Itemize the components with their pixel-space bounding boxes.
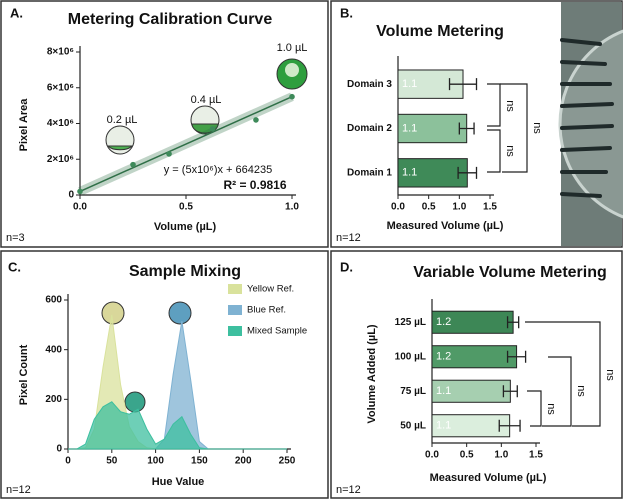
error-bar [457, 166, 478, 179]
y-tick-label: 125 µL [395, 317, 426, 328]
x-tick-label: 1.5 [483, 202, 497, 213]
data-point [209, 126, 216, 132]
data-point [253, 117, 259, 123]
x-axis-label: Volume (µL) [154, 221, 217, 233]
legend-label: Blue Ref. [247, 305, 286, 316]
x-tick-label: 0.5 [179, 202, 193, 213]
x-tick-label: 1.0 [285, 202, 299, 213]
device-photo [558, 2, 623, 246]
x-tick-label: 1.0 [494, 450, 508, 461]
chart-title: Sample Mixing [129, 263, 241, 280]
x-tick-label: 1.5 [529, 450, 543, 461]
annotation: ns [531, 122, 543, 134]
annotation: ns [575, 385, 587, 397]
error-bar [502, 385, 518, 398]
value-label: 1.2 [436, 316, 451, 328]
legend-swatch [228, 305, 242, 315]
legend-label: Mixed Sample [247, 326, 307, 337]
y-tick-label: 0 [68, 190, 74, 201]
y-tick-label: 600 [45, 295, 62, 306]
significance-brackets [487, 83, 601, 427]
x-axis-label: Measured Volume (µL) [387, 220, 504, 232]
panel-label: A. [10, 5, 23, 20]
chart-title: Volume Metering [376, 23, 504, 40]
value-label: 1.1 [402, 78, 417, 90]
fit-line [79, 96, 293, 193]
legend-swatch [228, 284, 242, 294]
y-tick-label: 400 [45, 344, 62, 355]
x-tick-label: 0.0 [425, 450, 439, 461]
x-tick-label: 0.5 [460, 450, 474, 461]
annotation: y = (5x10⁶)x + 664235 [164, 164, 273, 176]
value-label: 1.2 [436, 351, 451, 363]
y-axis-label: Pixel Area [18, 98, 30, 152]
y-tick-label: 6×10⁶ [47, 82, 74, 93]
annotation: ns [604, 369, 616, 381]
data-point [289, 93, 295, 100]
sample-size: n=12 [336, 232, 361, 244]
legend-label: Yellow Ref. [247, 284, 294, 295]
value-label: 1.1 [436, 385, 451, 397]
bar [397, 158, 468, 188]
y-tick-label: 50 µL [400, 420, 426, 431]
y-tick-label: 2×10⁶ [47, 154, 74, 165]
dish-images [101, 58, 308, 413]
y-tick-label: 100 µL [395, 351, 426, 362]
error-bar [458, 122, 475, 135]
annotation: ns [545, 403, 557, 415]
sample-size: n=3 [6, 232, 25, 244]
annotation: 1.0 µL [277, 42, 308, 54]
annotation: 0.2 µL [107, 114, 138, 126]
y-tick-label: Domain 1 [347, 167, 392, 178]
value-label: 1.1 [436, 420, 451, 432]
x-tick-label: 50 [106, 456, 118, 467]
error-bar [506, 316, 520, 329]
annotation: ns [504, 100, 516, 112]
error-bar [498, 419, 521, 432]
error-bar [506, 350, 527, 363]
annotation: ns [504, 145, 516, 157]
x-tick-label: 1.0 [452, 202, 466, 213]
error-bar [448, 78, 478, 91]
x-tick-label: 0.5 [422, 202, 436, 213]
annotation: R² = 0.9816 [223, 178, 286, 192]
data-point [166, 151, 172, 157]
y-tick-label: 8×10⁶ [47, 47, 74, 58]
y-tick-label: Domain 2 [347, 123, 392, 134]
x-tick-label: 150 [191, 456, 208, 467]
x-tick-label: 200 [235, 456, 252, 467]
value-label: 1.1 [402, 167, 417, 179]
x-tick-label: 100 [147, 456, 164, 467]
sample-size: n=12 [6, 484, 31, 496]
x-axis-label: Hue Value [152, 476, 205, 488]
data-point [130, 161, 136, 168]
panel-label: C. [8, 259, 21, 274]
y-tick-label: 4×10⁶ [47, 118, 74, 129]
value-label: 1.1 [402, 122, 417, 134]
panel-label: B. [340, 5, 353, 20]
legend-swatch [228, 326, 242, 336]
data-point [77, 188, 83, 195]
area [68, 401, 287, 450]
x-axis-label: Measured Volume (µL) [430, 472, 547, 484]
panel-label: D. [340, 259, 353, 274]
y-tick-label: 0 [56, 444, 62, 455]
y-axis-label: Volume Added (µL) [366, 324, 378, 424]
chart-title: Variable Volume Metering [413, 264, 607, 281]
y-axis-label: Pixel Count [18, 344, 30, 405]
x-tick-label: 0 [65, 456, 71, 467]
chart-title: Metering Calibration Curve [68, 11, 273, 28]
x-tick-label: 0.0 [73, 202, 87, 213]
y-tick-label: 200 [45, 394, 62, 405]
annotation: 0.4 µL [191, 94, 222, 106]
y-tick-label: Domain 3 [347, 79, 392, 90]
x-tick-label: 0.0 [391, 202, 405, 213]
x-tick-label: 250 [279, 456, 296, 467]
sample-size: n=12 [336, 484, 361, 496]
y-tick-label: 75 µL [400, 386, 426, 397]
